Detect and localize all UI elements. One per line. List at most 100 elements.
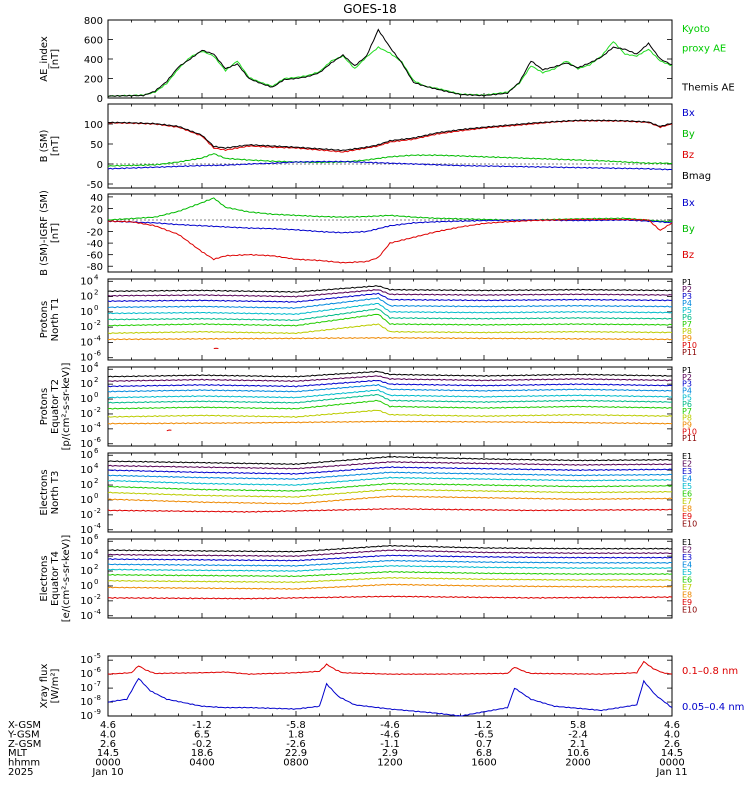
legend-entry: P6 — [682, 313, 692, 322]
y-tick-exponent: 0 — [94, 492, 98, 500]
legend-entry: E6 — [682, 576, 692, 585]
panel-ylabel: Protons — [39, 301, 50, 338]
series-e5 — [107, 564, 673, 573]
axis-cell: Jan 10 — [91, 767, 123, 778]
legend-entry: P5 — [682, 393, 692, 402]
y-tick-label: 10 — [80, 581, 93, 592]
axis-cell: 1.2 — [476, 720, 492, 731]
series-by — [107, 153, 673, 167]
axis-cell: -2.6 — [286, 739, 306, 750]
series-p8 — [107, 323, 673, 335]
y-tick-exponent: 0 — [94, 391, 98, 399]
panel-ylabel: [nT] — [50, 136, 61, 156]
axis-cell: -2.4 — [568, 729, 588, 740]
legend-entry: P9 — [682, 421, 692, 430]
legend-entry: P7 — [682, 407, 692, 416]
axis-cell: 10.6 — [567, 748, 589, 759]
axis-row-label: Z-GSM — [8, 739, 41, 750]
legend-entry: P3 — [682, 380, 692, 389]
series-p2 — [108, 375, 673, 383]
axis-cell: 4.0 — [100, 729, 116, 740]
series-e3 — [107, 554, 673, 562]
axis-cell: 5.8 — [570, 720, 586, 731]
y-tick-exponent: -4 — [94, 608, 102, 616]
y-tick-label: 10 — [80, 465, 93, 476]
series-p5 — [107, 389, 673, 399]
legend-entry: P7 — [682, 320, 692, 329]
legend-entry: P6 — [682, 400, 692, 409]
legend-entry: E7 — [682, 497, 692, 506]
series-bz — [108, 218, 673, 264]
axis-cell: 0400 — [189, 758, 214, 769]
legend-entry: P10 — [682, 341, 697, 350]
y-tick-label: 10 — [80, 566, 93, 577]
axis-cell: 4.0 — [664, 729, 680, 740]
series-e9 — [107, 507, 673, 513]
y-tick-exponent: -8 — [94, 694, 101, 702]
panel-frame — [107, 655, 673, 717]
y-tick-label: 0 — [97, 216, 103, 227]
series-p7 — [107, 313, 673, 327]
y-tick-label: 10 — [80, 322, 93, 333]
panel-ylabel: Electrons — [39, 469, 50, 515]
y-tick-exponent: -5 — [94, 652, 101, 660]
series-e1 — [107, 455, 673, 466]
axis-cell: 2000 — [565, 758, 590, 769]
legend-entry: Kyoto — [682, 24, 710, 35]
axis-row-label: MLT — [8, 748, 28, 759]
series-p2 — [107, 289, 673, 298]
y-tick-exponent: -2 — [94, 507, 101, 515]
series-0-1-0-8-nm — [107, 660, 673, 676]
panel-ylabel: AE_index — [39, 36, 50, 82]
legend-entry: E2 — [682, 460, 692, 469]
series-e2 — [107, 461, 672, 470]
legend-entry: E9 — [682, 512, 692, 521]
series-p6 — [107, 393, 673, 404]
y-tick-label: 10 — [80, 480, 93, 491]
series-p6 — [107, 308, 673, 322]
legend-entry: 0.05–0.4 nm — [682, 702, 744, 713]
y-tick-label: 10 — [80, 683, 93, 694]
axis-cell: 2.1 — [570, 739, 586, 750]
y-tick-label: 10 — [80, 510, 93, 521]
y-tick-label: 50 — [90, 140, 103, 151]
y-tick-exponent: 2 — [94, 563, 98, 571]
legend-entry: E7 — [682, 583, 692, 592]
y-tick-label: 10 — [80, 307, 93, 318]
legend-entry: P4 — [682, 299, 692, 308]
y-tick-label: 10 — [80, 495, 93, 506]
axis-row-label: hhmm — [8, 758, 40, 769]
legend-entry: E4 — [682, 475, 692, 484]
legend-entry: E3 — [682, 467, 692, 476]
y-tick-exponent: 4 — [94, 273, 99, 281]
legend-entry: Bmag — [682, 171, 711, 182]
y-tick-label: 10 — [80, 669, 93, 680]
series-e8 — [108, 495, 673, 505]
y-tick-label: 10 — [80, 394, 93, 405]
panel-bsm: -50 0 50 100 B (SM) [nT] Bx By Bz Bmag — [39, 103, 711, 191]
legend-entry: P8 — [682, 414, 692, 423]
legend-entry: E4 — [682, 561, 692, 570]
series-bmag — [107, 119, 673, 152]
series-p9 — [107, 420, 672, 425]
legend-entry: P4 — [682, 386, 692, 395]
axis-cell: 0.7 — [476, 739, 492, 750]
axis-cell: 22.9 — [285, 748, 307, 759]
y-tick-label: -80 — [87, 262, 103, 273]
y-tick-label: 10 — [80, 450, 93, 461]
y-tick-exponent: -4 — [94, 334, 102, 342]
y-tick-exponent: 2 — [94, 477, 98, 485]
legend-entry: E2 — [682, 546, 692, 555]
axis-cell: 0000 — [659, 758, 684, 769]
series-e5 — [107, 476, 673, 486]
legend-entry: P1 — [682, 278, 692, 287]
axis-cell: 1.8 — [288, 729, 304, 740]
y-tick-label: 800 — [84, 16, 103, 27]
legend-entry: Bz — [682, 150, 694, 161]
